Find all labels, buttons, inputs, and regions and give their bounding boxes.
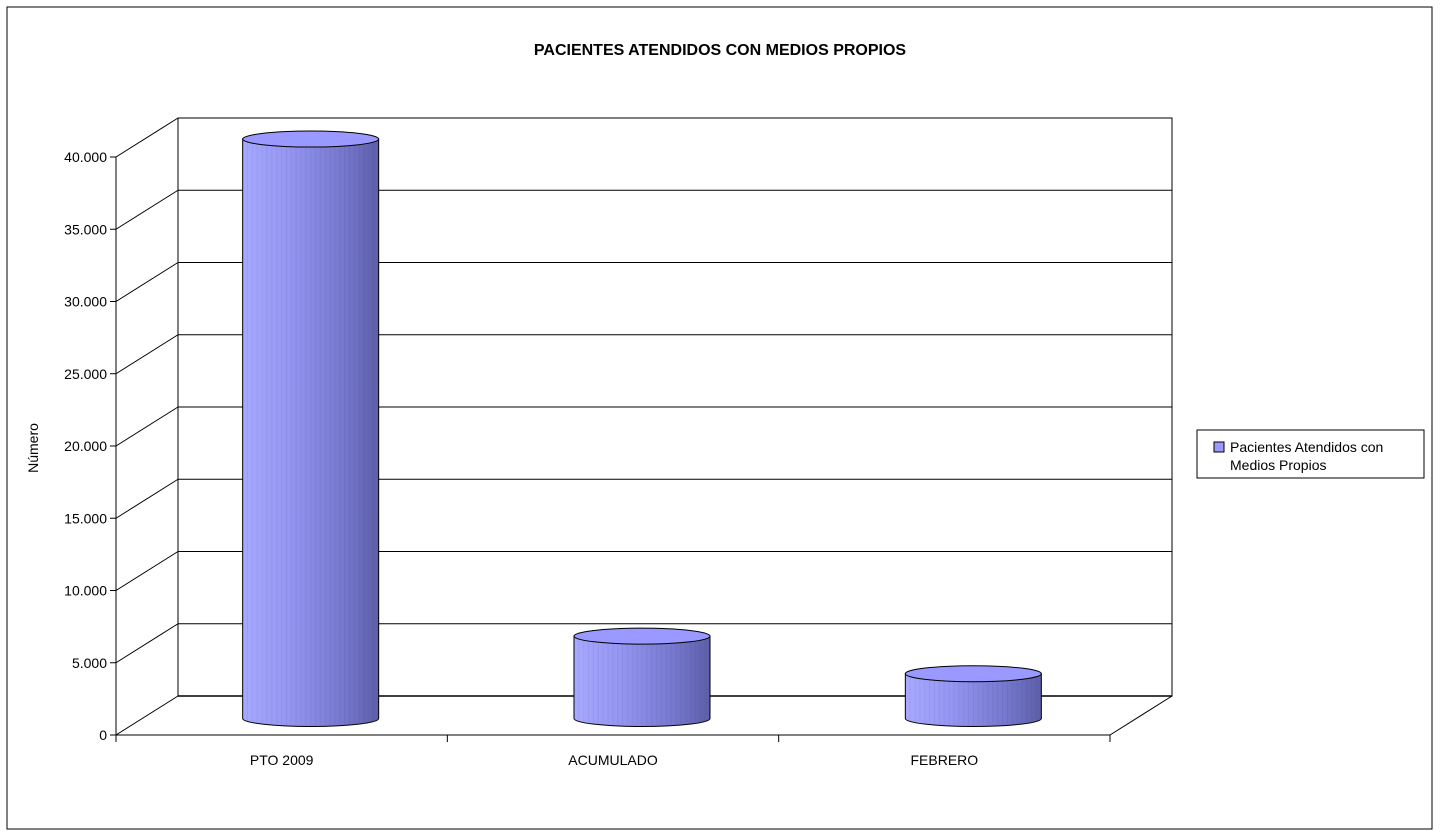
y-tick-label: 25.000 <box>64 366 107 382</box>
y-tick-label: 0 <box>99 727 107 743</box>
x-tick-label: PTO 2009 <box>250 752 314 768</box>
side-wall-line <box>115 695 179 736</box>
floor-right-edge <box>1109 695 1173 736</box>
side-wall-line <box>115 334 179 375</box>
side-wall-line <box>115 623 179 664</box>
y-tick-label: 35.000 <box>64 221 107 237</box>
legend: Pacientes Atendidos con Medios Propios <box>1196 429 1425 479</box>
y-tick-label: 20.000 <box>64 438 107 454</box>
side-wall-line <box>115 262 179 302</box>
y-axis-label: Número <box>25 423 41 473</box>
y-tick-label: 30.000 <box>64 294 107 310</box>
legend-label-line-2: Medios Propios <box>1230 457 1327 473</box>
bar-body <box>242 138 380 727</box>
side-wall-line <box>115 478 179 519</box>
bar <box>904 665 1042 727</box>
y-axis: 0 5.000 10.000 15.000 20.000 25.000 30.000 35.0… <box>64 149 117 743</box>
bars <box>242 130 1042 727</box>
chart-title: PACIENTES ATENDIDOS CON MEDIOS PROPIOS <box>534 42 907 59</box>
bar <box>573 627 711 727</box>
legend-swatch <box>1213 441 1225 453</box>
bar-top <box>573 627 711 645</box>
x-tick-label: FEBRERO <box>910 752 978 768</box>
x-tick-label: ACUMULADO <box>568 752 658 768</box>
y-tick-label: 40.000 <box>64 149 107 165</box>
bar-top <box>904 665 1042 683</box>
y-tick-label: 5.000 <box>72 655 107 671</box>
bar-top <box>242 130 380 148</box>
y-tick-label: 15.000 <box>64 510 107 526</box>
bar-body <box>904 673 1042 727</box>
side-wall-line <box>115 117 179 158</box>
bar-body <box>573 635 711 727</box>
side-wall-line <box>115 406 179 447</box>
side-wall-line <box>115 189 179 230</box>
bar <box>242 130 380 727</box>
side-wall-line <box>115 551 179 591</box>
y-tick-label: 10.000 <box>64 583 107 599</box>
legend-box <box>1196 429 1425 479</box>
legend-label-line-1: Pacientes Atendidos con <box>1230 439 1383 455</box>
